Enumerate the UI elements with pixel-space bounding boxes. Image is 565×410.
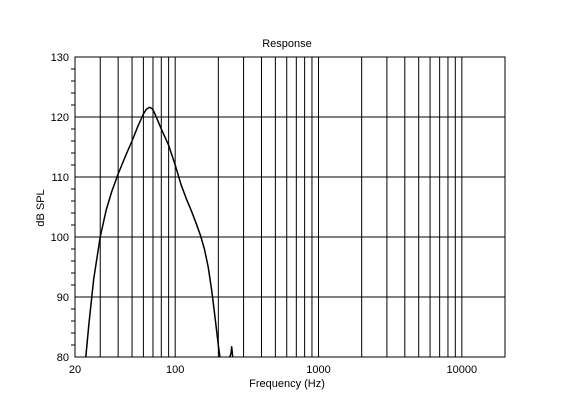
series-lines (85, 106, 234, 358)
y-tick-label: 110 (51, 172, 69, 184)
x-tick-label: 10000 (447, 364, 478, 376)
y-tick-label: 120 (51, 112, 69, 124)
plot-frame (74, 56, 506, 358)
y-tick-label: 130 (51, 52, 69, 64)
x-tick-label: 100 (166, 364, 184, 376)
y-tick-label: 80 (57, 352, 69, 364)
grid (75, 56, 505, 358)
y-axis-label: dB SPL (35, 189, 47, 226)
tick-labels: 80 90 100 110 120 130 20 100 1000 10000 (51, 52, 478, 376)
chart-title: Response (262, 38, 312, 50)
axes (71, 56, 506, 358)
y-tick-label: 90 (57, 292, 69, 304)
x-tick-label: 1000 (306, 364, 330, 376)
y-tick-label: 100 (51, 232, 69, 244)
x-tick-label: 20 (69, 364, 81, 376)
response-curve-2 (228, 346, 234, 358)
x-axis-label: Frequency (Hz) (249, 378, 325, 390)
response-curve-1 (85, 106, 221, 358)
